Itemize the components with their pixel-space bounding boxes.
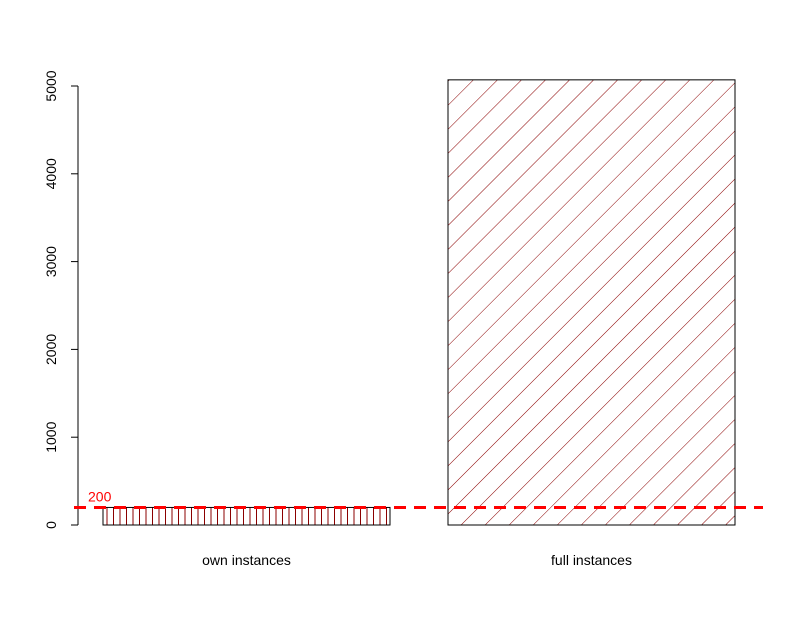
bar-full-instances <box>447 79 736 526</box>
category-label: own instances <box>202 552 291 568</box>
x-axis-labels: own instances full instances <box>202 552 632 568</box>
category-label: full instances <box>551 552 632 568</box>
reference-line-group: 200 <box>74 488 763 509</box>
reference-line-label: 200 <box>88 488 112 504</box>
bars <box>102 79 736 526</box>
y-tick-label: 2000 <box>43 334 59 365</box>
y-axis: 0 1000 2000 3000 4000 5000 <box>43 70 79 529</box>
y-tick-label: 1000 <box>43 421 59 452</box>
bar-own-instances <box>102 506 391 526</box>
y-tick-label: 0 <box>43 521 59 529</box>
y-tick-label: 3000 <box>43 246 59 277</box>
y-tick-label: 5000 <box>43 70 59 101</box>
y-tick-label: 4000 <box>43 158 59 189</box>
